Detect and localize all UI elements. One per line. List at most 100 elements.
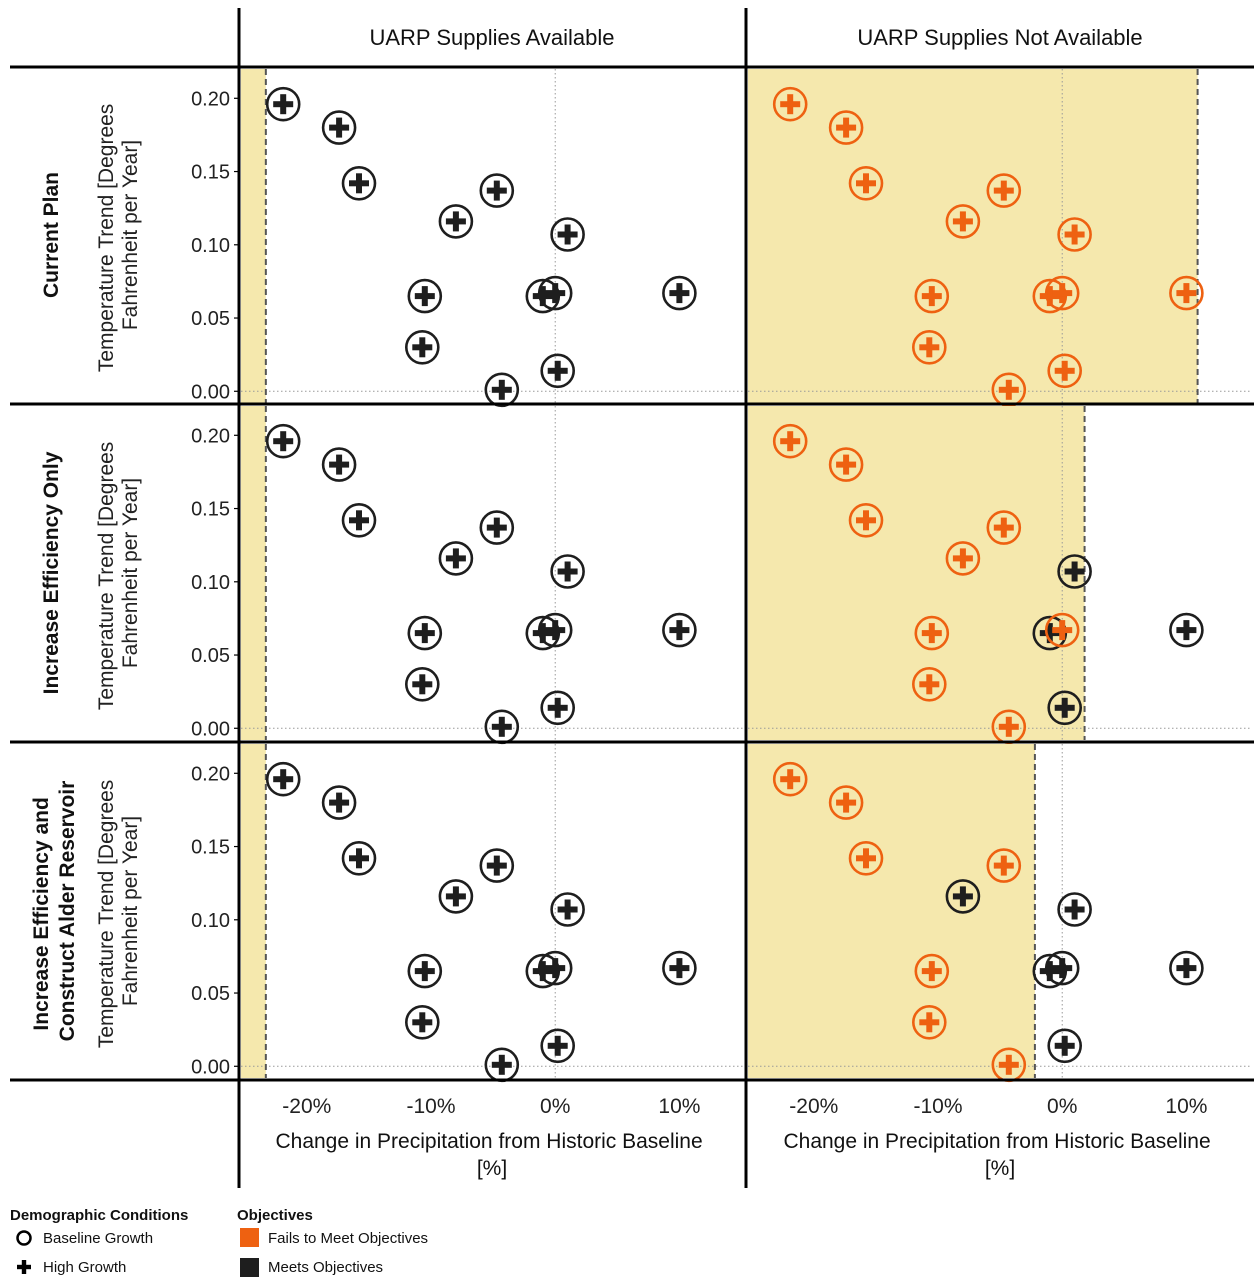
high-growth-marker: [1064, 224, 1085, 245]
high-growth-marker: [273, 769, 294, 790]
x-tick-label: 0%: [1047, 1095, 1077, 1118]
data-point: [772, 86, 808, 122]
legend-high-growth-marker: [17, 1260, 31, 1274]
data-point: [265, 761, 301, 797]
data-point: [404, 1004, 440, 1040]
data-point: [1169, 612, 1204, 648]
high-growth-marker: [532, 286, 553, 307]
baseline-growth-marker: [914, 953, 950, 989]
baseline-growth-marker: [1047, 1028, 1082, 1064]
legend-baseline-growth-marker: [16, 1230, 32, 1246]
baseline-growth-marker: [1169, 275, 1204, 311]
baseline-growth-marker: [1169, 950, 1204, 986]
x-tick-label: -10%: [914, 1095, 963, 1118]
baseline-growth-marker: [540, 1028, 576, 1064]
data-point: [1044, 950, 1080, 986]
baseline-growth-marker: [662, 275, 697, 311]
legend: Demographic Conditions Baseline Growth H…: [10, 1207, 428, 1277]
panel-r1-c0: [241, 406, 744, 745]
baseline-growth-marker: [407, 278, 443, 314]
data-point: [1047, 690, 1082, 726]
x-axis-label-right: Change in Precipitation from Historic Ba…: [783, 1130, 1216, 1180]
high-growth-marker: [329, 454, 350, 475]
data-point: [662, 275, 697, 311]
baseline-growth-marker: [1057, 892, 1092, 927]
high-growth-marker: [993, 855, 1014, 876]
y-axis-label-row3: Temperature Trend [Degrees Fahrenheit pe…: [95, 774, 142, 1048]
high-growth-marker: [445, 886, 466, 907]
data-point: [986, 510, 1022, 545]
data-point: [662, 612, 697, 648]
baseline-growth-marker: [321, 447, 357, 482]
high-growth-marker: [545, 283, 566, 304]
x-tick-label: 0%: [540, 1095, 570, 1118]
data-point: [438, 879, 474, 914]
high-growth-marker: [329, 792, 350, 813]
x-axis-label-left-line1: Change in Precipitation from Historic Ba…: [275, 1130, 702, 1153]
baseline-growth-marker: [550, 892, 585, 927]
baseline-growth-marker: [986, 848, 1022, 883]
baseline-growth-marker: [1057, 217, 1092, 252]
baseline-growth-marker: [341, 166, 377, 201]
baseline-growth-marker: [407, 615, 443, 651]
baseline-growth-marker: [550, 217, 585, 252]
data-point: [914, 615, 950, 651]
data-point: [321, 785, 357, 820]
data-point: [945, 541, 981, 576]
data-point: [986, 173, 1022, 208]
x-axis-label-left-line2: [%]: [477, 1157, 507, 1180]
panel-r0-c0: [241, 69, 744, 408]
baseline-growth-marker: [911, 666, 947, 702]
data-point: [1047, 1028, 1082, 1064]
baseline-growth-marker: [945, 204, 981, 239]
high-growth-marker: [993, 517, 1014, 538]
high-growth-marker: [414, 961, 435, 982]
baseline-growth-marker: [540, 353, 576, 389]
row-title-current-plan: Current Plan: [40, 172, 63, 298]
high-growth-marker: [1176, 620, 1197, 641]
high-growth-marker: [412, 1012, 433, 1033]
high-growth-marker: [486, 180, 507, 201]
row-title-alder-line2: Construct Alder Reservoir: [56, 781, 79, 1042]
y-tick-label: 0.05: [191, 308, 230, 330]
y-axis-label-row3-line1: Temperature Trend [Degrees: [95, 780, 118, 1048]
y-tick-label: 0.20: [191, 763, 230, 785]
data-point: [914, 953, 950, 989]
high-growth-marker: [780, 94, 801, 115]
baseline-growth-marker: [848, 502, 884, 538]
data-point: [479, 848, 515, 883]
data-point: [991, 372, 1027, 408]
x-tick-label: 10%: [1165, 1095, 1207, 1118]
baseline-growth-marker: [911, 329, 947, 365]
high-growth-marker: [545, 620, 566, 641]
legend-objectives-title: Objectives: [237, 1207, 313, 1224]
data-point: [484, 372, 520, 408]
x-tick-labels: -20% -10% 0% 10% -20% -10% 0% 10%: [282, 1095, 1207, 1118]
baseline-growth-marker: [848, 840, 884, 876]
y-axis-label-row1: Temperature Trend [Degrees Fahrenheit pe…: [95, 98, 142, 372]
high-growth-marker: [412, 674, 433, 695]
high-growth-marker: [1039, 623, 1060, 644]
data-point: [914, 278, 950, 314]
baseline-growth-marker: [265, 761, 301, 797]
high-growth-marker: [669, 958, 690, 979]
high-growth-marker: [486, 517, 507, 538]
baseline-growth-marker: [321, 110, 357, 145]
y-axis-label-row1-line1: Temperature Trend [Degrees: [95, 104, 118, 372]
y-tick-label: 0.15: [191, 837, 230, 859]
data-point: [321, 110, 357, 145]
high-growth-marker: [1052, 620, 1073, 641]
high-growth-marker: [1176, 283, 1197, 304]
baseline-growth-marker: [945, 879, 981, 914]
panel-r0-c1: [748, 69, 1251, 408]
high-growth-marker: [998, 1054, 1019, 1075]
baseline-growth-marker: [772, 761, 808, 797]
high-growth-marker: [921, 961, 942, 982]
y-tick-label: 0.15: [191, 162, 230, 184]
data-point: [986, 848, 1022, 883]
high-growth-marker: [532, 961, 553, 982]
data-point: [848, 840, 884, 876]
y-tick-labels: 0.00 0.05 0.10 0.15 0.20 0.00 0.05 0.10 0.15 0.20…: [191, 88, 239, 1078]
baseline-growth-marker: [1044, 612, 1080, 648]
data-point: [404, 329, 440, 365]
